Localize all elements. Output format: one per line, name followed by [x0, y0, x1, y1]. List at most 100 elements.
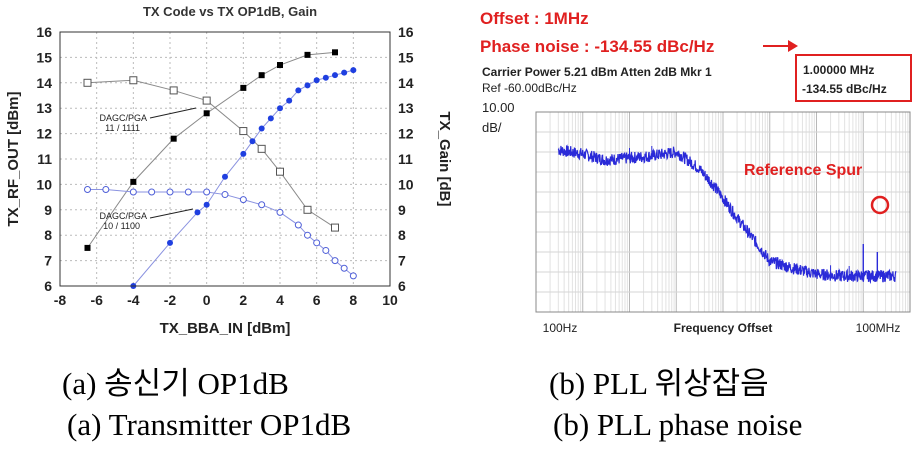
data-point-gain-1100	[221, 191, 229, 199]
plot-frame-b	[535, 111, 911, 313]
data-point-gain-1100	[129, 188, 137, 196]
y-tick-label-left-a: 6	[44, 278, 52, 294]
data-point-gain-1100	[166, 188, 174, 196]
data-point-rf-out-1100	[277, 105, 283, 112]
annotation-dagc-1-line2: 11 / 1111	[105, 123, 140, 133]
data-point-rf-out-1100	[194, 209, 201, 216]
data-point-rf-out-1100	[286, 97, 293, 104]
data-point-gain-1100	[304, 231, 311, 239]
y-tick-label-left-a: 8	[44, 227, 52, 243]
data-point-rf-out-1111	[240, 84, 247, 91]
data-point-gain-1111	[202, 96, 211, 105]
data-point-gain-1111	[239, 127, 248, 136]
data-point-gain-1100	[313, 239, 321, 247]
data-point-rf-out-1111	[84, 244, 91, 251]
y-tick-label-left-a: 7	[44, 253, 52, 269]
caption-a-english: (a) Transmitter OP1dB	[67, 407, 352, 442]
data-point-gain-1100	[148, 188, 156, 196]
annotation-dagc-1-line1: DAGC/PGA	[99, 113, 147, 123]
annotation-dagc-2-line2: 10 / 1100	[103, 221, 140, 231]
caption-b-korean: (b) PLL 위상잡음	[549, 366, 769, 401]
data-point-gain-1100	[84, 185, 91, 193]
data-point-gain-1100	[203, 188, 211, 196]
data-point-rf-out-1100	[240, 150, 247, 157]
y-tick-label-right-a: 15	[398, 49, 414, 65]
y-tick-label-right-a: 11	[398, 151, 413, 167]
x-tick-label-a: -6	[90, 292, 103, 308]
x-tick-label-a: -4	[127, 292, 140, 308]
phase-noise-annotation: Phase noise : -134.55 dBc/Hz	[480, 37, 714, 56]
y-tick-label-right-a: 16	[398, 24, 414, 40]
reference-spur-circle	[870, 195, 890, 215]
scale-unit-text: dB/	[482, 120, 502, 135]
data-point-rf-out-1111	[130, 178, 137, 185]
data-point-rf-out-1100	[313, 77, 320, 84]
data-point-gain-1111	[129, 76, 138, 85]
data-point-rf-out-1100	[322, 74, 329, 81]
data-point-rf-out-1100	[332, 72, 338, 79]
x-tick-label-a: 2	[239, 292, 247, 308]
data-point-rf-out-1111	[258, 72, 265, 79]
y-tick-label-right-a: 8	[398, 227, 406, 243]
data-point-gain-1111	[257, 144, 266, 153]
marker-readout-level: -134.55 dBc/Hz	[802, 82, 887, 96]
annotation-dagc-2-line1: DAGC/PGA	[99, 211, 147, 221]
data-point-gain-1111	[83, 78, 92, 87]
data-point-rf-out-1100	[249, 138, 256, 145]
x-axis-label-a: TX_BBA_IN [dBm]	[160, 320, 291, 337]
data-point-rf-out-1111	[304, 51, 311, 58]
x-tick-label-a: 6	[313, 292, 321, 308]
grid-b	[535, 112, 910, 312]
x-tick-label-a: 0	[203, 292, 211, 308]
chart-phase-noise: Offset : 1MHz Phase noise : -134.55 dBc/…	[480, 9, 912, 335]
data-point-rf-out-1100	[304, 82, 311, 89]
marker-readout-frequency: 1.00000 MHz	[803, 63, 874, 77]
y-axis-label-left-a: TX_RF_OUT [dBm]	[5, 91, 22, 226]
x-tick-label-100hz: 100Hz	[543, 321, 578, 335]
data-point-rf-out-1111	[332, 49, 338, 56]
y-tick-label-right-a: 13	[398, 100, 414, 116]
data-point-gain-1111	[169, 86, 178, 95]
x-tick-label-a: -8	[54, 292, 67, 308]
annotation-dagc-2-pointer	[149, 208, 194, 219]
data-point-gain-1100	[102, 185, 110, 193]
plot-frame-a	[59, 31, 391, 287]
phase-noise-arrow-head	[788, 40, 798, 52]
y-tick-label-right-a: 9	[398, 202, 406, 218]
data-point-rf-out-1100	[267, 115, 274, 122]
y-tick-label-left-a: 12	[36, 126, 52, 142]
chart-title-a: TX Code vs TX OP1dB, Gain	[143, 4, 317, 19]
marker-readout-box	[795, 54, 912, 102]
y-tick-label-right-a: 12	[398, 126, 414, 142]
y-axis-label-right-a: TX_Gain [dB]	[436, 111, 453, 206]
reference-spur-label: Reference Spur	[744, 162, 862, 179]
data-point-gain-1111	[331, 223, 339, 232]
data-point-rf-out-1111	[203, 110, 210, 117]
data-point-rf-out-1111	[277, 62, 283, 69]
carrier-power-text: Carrier Power 5.21 dBm Atten 2dB Mkr 1	[482, 65, 712, 79]
data-point-gain-1111	[276, 167, 284, 176]
data-point-rf-out-1100	[222, 173, 228, 180]
data-point-gain-1100	[258, 201, 266, 209]
data-point-gain-1100	[340, 264, 348, 272]
y-tick-label-left-a: 16	[36, 24, 52, 40]
reference-level-text: Ref -60.00dBc/Hz	[482, 81, 577, 95]
x-axis-label-b: Frequency Offset	[674, 321, 773, 335]
annotation-dagc-1-pointer	[149, 107, 197, 119]
x-tick-label-a: 8	[349, 292, 357, 308]
data-point-gain-1100	[322, 246, 330, 254]
y-tick-label-left-a: 11	[37, 151, 52, 167]
data-point-rf-out-1100	[350, 67, 357, 74]
data-point-rf-out-1111	[170, 135, 177, 142]
y-tick-label-right-a: 6	[398, 278, 406, 294]
y-tick-label-left-a: 13	[36, 100, 52, 116]
phase-noise-trace	[557, 144, 897, 285]
data-point-rf-out-1100	[203, 201, 210, 208]
data-point-rf-out-1100	[258, 125, 265, 132]
data-point-gain-1100	[276, 208, 284, 216]
scale-value-text: 10.00	[482, 100, 515, 115]
y-tick-label-left-a: 14	[36, 75, 52, 91]
data-point-gain-1100	[349, 272, 357, 280]
